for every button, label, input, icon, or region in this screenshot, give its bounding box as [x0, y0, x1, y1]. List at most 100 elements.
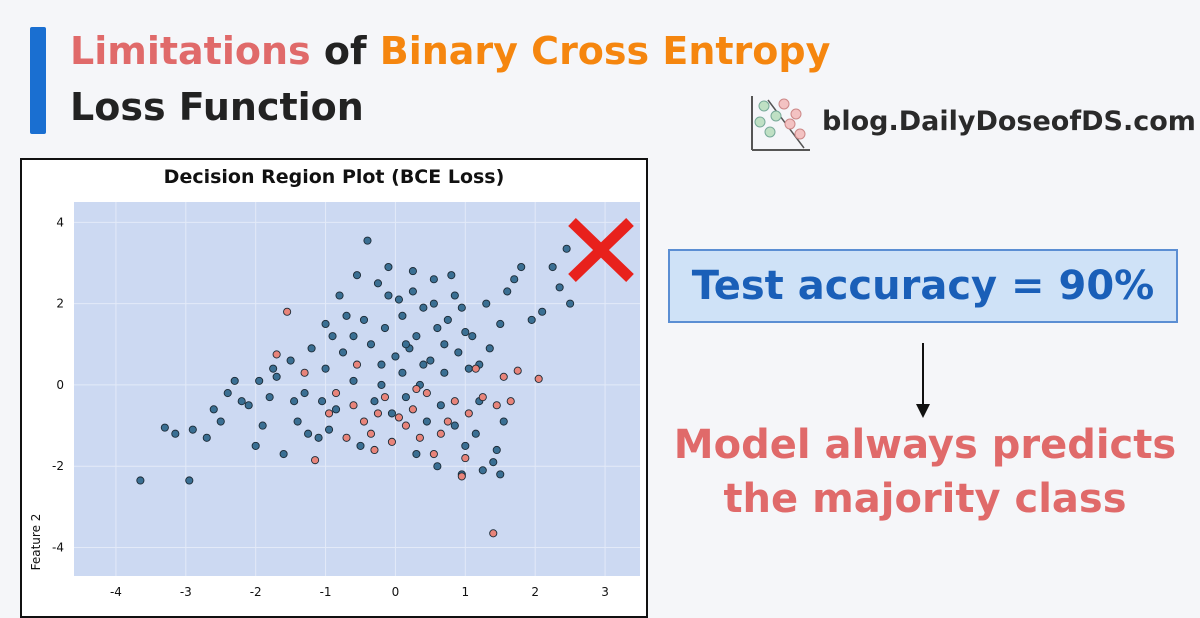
- data-point-majority: [398, 311, 407, 320]
- data-point-majority: [517, 262, 526, 272]
- data-point-majority: [457, 303, 466, 312]
- data-point-majority: [496, 470, 505, 479]
- data-point-majority: [471, 429, 480, 438]
- data-point-majority: [258, 421, 267, 430]
- data-point-majority: [272, 372, 281, 381]
- data-point-majority: [209, 405, 218, 414]
- data-point-minority: [534, 374, 543, 383]
- data-point-majority: [331, 405, 341, 414]
- data-point-majority: [269, 364, 278, 373]
- data-point-minority: [408, 405, 417, 414]
- page-title-line-2: Loss Function: [70, 85, 364, 129]
- data-point-majority: [370, 397, 379, 406]
- data-point-majority: [349, 332, 358, 341]
- data-point-majority: [377, 360, 386, 369]
- data-point-minority: [464, 409, 473, 418]
- chart-title: Decision Region Plot (BCE Loss): [163, 166, 505, 188]
- data-point-majority: [304, 429, 313, 438]
- data-point-minority: [422, 389, 431, 398]
- data-point-majority: [255, 376, 264, 385]
- data-point-majority: [384, 291, 393, 300]
- x-tick-label: 3: [601, 585, 609, 599]
- data-point-majority: [422, 417, 431, 426]
- data-point-majority: [454, 348, 463, 357]
- data-point-majority: [464, 364, 473, 373]
- data-point-majority: [461, 441, 470, 450]
- data-point-minority: [471, 364, 480, 373]
- data-point-minority: [387, 437, 396, 446]
- down-arrow-icon: [922, 343, 924, 407]
- data-point-majority: [338, 348, 348, 357]
- data-point-minority: [429, 449, 438, 459]
- data-point-minority: [373, 409, 383, 418]
- data-point-majority: [363, 236, 372, 245]
- data-point-majority: [482, 299, 491, 308]
- data-point-majority: [377, 380, 386, 389]
- data-point-majority: [328, 332, 337, 341]
- data-point-minority: [380, 393, 390, 402]
- data-point-majority: [237, 397, 246, 406]
- data-point-majority: [412, 332, 421, 341]
- title-highlight-bce: Binary Cross Entropy: [379, 29, 831, 73]
- data-point-majority: [566, 299, 575, 308]
- data-point-majority: [318, 397, 327, 406]
- data-point-minority: [311, 456, 320, 465]
- data-point-minority: [499, 372, 508, 381]
- data-point-majority: [394, 295, 403, 304]
- data-point-majority: [443, 315, 452, 324]
- x-tick-label: -3: [180, 585, 192, 599]
- data-point-majority: [321, 319, 330, 329]
- data-point-majority: [412, 449, 421, 459]
- data-point-minority: [489, 529, 498, 538]
- data-point-majority: [359, 315, 369, 324]
- data-point-majority: [188, 425, 197, 434]
- data-point-majority: [356, 441, 365, 450]
- data-point-majority: [485, 344, 494, 353]
- data-point-minority: [300, 368, 309, 377]
- data-point-majority: [419, 360, 428, 369]
- x-tick-label: -1: [320, 585, 332, 599]
- data-point-majority: [433, 462, 442, 471]
- x-tick-label: 1: [461, 585, 469, 599]
- x-tick-label: -2: [250, 585, 262, 599]
- data-point-minority: [436, 429, 445, 438]
- title-highlight-limitations: Limitations: [70, 29, 311, 73]
- data-point-majority: [450, 291, 459, 300]
- y-tick-label: 4: [56, 215, 64, 229]
- data-point-minority: [349, 401, 358, 410]
- data-point-majority: [408, 287, 417, 296]
- data-point-majority: [433, 323, 442, 333]
- y-tick-label: 2: [56, 297, 64, 311]
- decision-region-background: [74, 202, 640, 576]
- x-tick-label: 0: [392, 585, 400, 599]
- data-point-minority: [342, 433, 351, 442]
- data-point-majority: [419, 303, 428, 312]
- data-point-majority: [265, 393, 274, 402]
- conclusion-line-1: Model always predicts: [673, 422, 1177, 468]
- data-point-majority: [398, 368, 407, 377]
- data-point-majority: [408, 267, 417, 276]
- data-point-majority: [555, 283, 564, 292]
- data-point-minority: [415, 433, 424, 442]
- data-point-majority: [342, 311, 351, 320]
- data-point-minority: [450, 397, 459, 406]
- test-accuracy-box: Test accuracy = 90%: [668, 249, 1178, 323]
- data-point-majority: [290, 397, 299, 406]
- y-tick-label: 0: [56, 378, 64, 392]
- data-point-majority: [160, 423, 169, 432]
- brand[interactable]: blog.DailyDoseofDS.com: [744, 92, 1196, 154]
- data-point-minority: [457, 472, 466, 481]
- data-point-majority: [335, 291, 344, 300]
- y-tick-label: -2: [52, 459, 64, 473]
- data-point-minority: [478, 393, 487, 402]
- data-point-majority: [401, 393, 410, 402]
- data-point-majority: [244, 401, 253, 410]
- data-point-majority: [251, 441, 260, 450]
- data-point-minority: [331, 389, 341, 398]
- data-point-minority: [412, 384, 421, 394]
- brand-link[interactable]: blog.DailyDoseofDS.com: [822, 106, 1196, 137]
- data-point-minority: [492, 401, 501, 410]
- accent-bar: [30, 27, 46, 134]
- data-point-minority: [359, 417, 369, 426]
- decision-region-plot: Decision Region Plot (BCE Loss) Feature …: [20, 158, 648, 618]
